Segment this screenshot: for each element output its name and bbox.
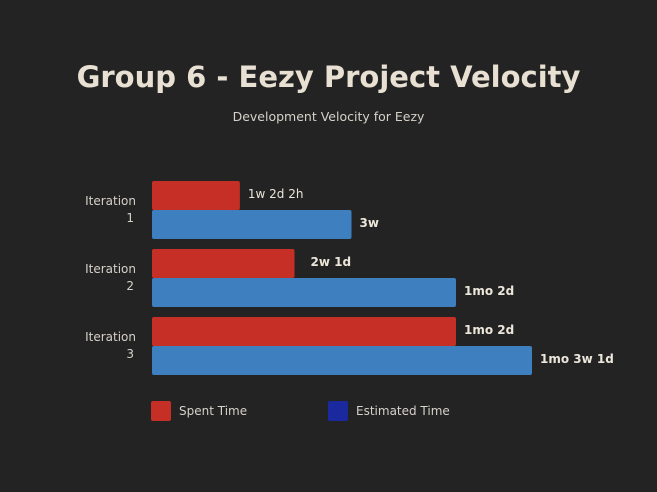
bar-spent-time <box>152 317 456 346</box>
legend-label-spent: Spent Time <box>179 404 248 418</box>
data-label-estimated: 3w <box>360 216 379 230</box>
bar-estimated-time <box>152 210 352 239</box>
bar-spent-time <box>152 181 240 210</box>
data-label-estimated: 1mo 3w 1d <box>540 352 614 366</box>
legend-swatch-spent <box>151 401 171 421</box>
data-label-spent: 1mo 2d <box>464 323 514 337</box>
bar-estimated-time <box>152 346 532 375</box>
data-label-spent: 1w 2d 2h <box>248 187 304 201</box>
category-label: Iteration 2 <box>85 262 136 293</box>
chart-subtitle: Development Velocity for Eezy <box>232 109 425 124</box>
legend-label-estimated: Estimated Time <box>356 404 450 418</box>
bar-spent-time <box>152 249 295 278</box>
category-label: Iteration 3 <box>85 330 136 361</box>
legend-item-estimated: Estimated Time <box>328 401 450 421</box>
bar-estimated-time <box>152 278 456 307</box>
legend-item-spent: Spent Time <box>151 401 247 421</box>
category-label: Iteration 1 <box>85 194 136 225</box>
chart-title: Group 6 - Eezy Project Velocity <box>76 60 581 94</box>
data-label-estimated: 1mo 2d <box>464 284 514 298</box>
data-label-spent: 2w 1d <box>311 255 352 269</box>
legend-swatch-estimated <box>328 401 348 421</box>
